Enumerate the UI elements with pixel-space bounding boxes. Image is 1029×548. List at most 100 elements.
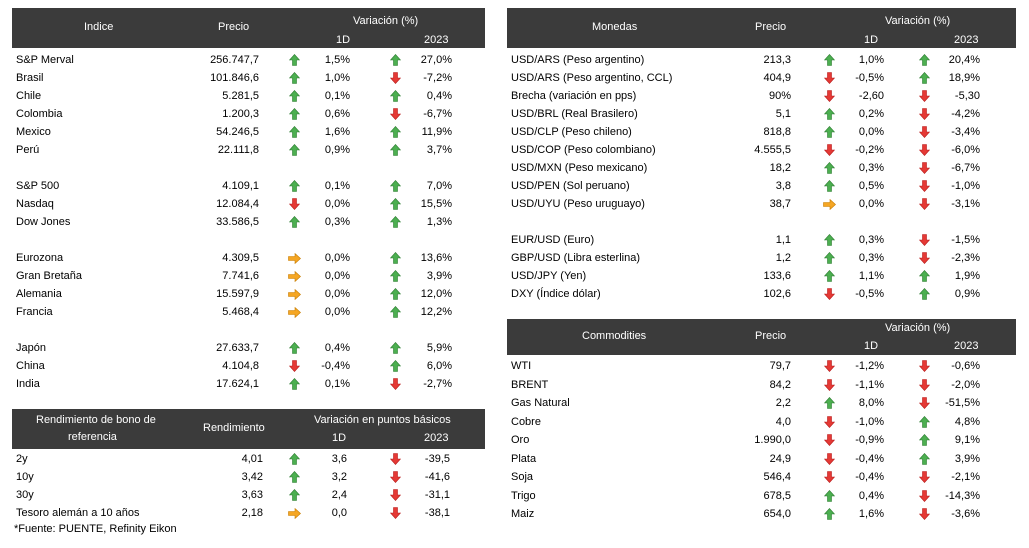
row-value: 546,4: [763, 471, 791, 483]
row-change-ytd: 3,9%: [954, 452, 980, 465]
arrow-up-icon: [917, 431, 931, 449]
commodities-table: Commodities Precio Variación (%) 1D 2023…: [507, 319, 1016, 524]
arrow-right-icon: [822, 195, 836, 213]
row-value: 54.246,5: [216, 126, 259, 138]
arrow-right-icon: [287, 267, 301, 285]
row-value: 84,2: [769, 378, 791, 391]
indices-row: Chile 5.281,5 0,1% 0,4%: [12, 87, 485, 105]
arrow-down-icon: [822, 431, 836, 449]
arrow-down-icon: [917, 394, 931, 412]
arrow-up-icon: [388, 357, 402, 375]
row-name: GBP/USD (Libra esterlina): [511, 252, 640, 264]
arrow-down-icon: [917, 87, 931, 105]
row-change-1d: 0,1%: [324, 180, 350, 192]
row-change-1d: 1,6%: [324, 126, 350, 138]
row-change-ytd: -39,5: [424, 453, 450, 465]
row-change-1d: 0,0%: [324, 306, 350, 318]
row-value: 79,7: [769, 360, 791, 372]
row-value: 2,18: [241, 507, 263, 519]
arrow-up-icon: [287, 141, 301, 159]
currencies-header-name: Monedas: [592, 21, 638, 33]
row-change-1d: 2,4: [331, 489, 347, 501]
row-change-1d: 3,6: [331, 453, 347, 465]
arrow-up-icon: [388, 87, 402, 105]
row-name: Oro: [511, 434, 530, 446]
row-change-1d: 0,4%: [858, 489, 884, 502]
row-change-ytd: -31,1: [424, 489, 450, 501]
arrow-up-icon: [822, 267, 836, 285]
arrow-down-icon: [388, 105, 402, 123]
row-change-ytd: -14,3%: [945, 489, 980, 502]
row-change-1d: -0,5%: [855, 72, 884, 84]
row-name: Gas Natural: [511, 397, 570, 409]
arrow-up-icon: [287, 486, 301, 504]
row-value: 678,5: [763, 489, 791, 502]
row-change-1d: 0,2%: [858, 108, 884, 120]
row-value: 4.309,5: [222, 252, 259, 264]
row-value: 18,2: [769, 162, 791, 174]
arrow-down-icon: [917, 487, 931, 505]
row-change-1d: -1,2%: [855, 360, 884, 372]
arrow-up-icon: [388, 141, 402, 159]
bonds-header-2023: 2023: [424, 432, 449, 444]
arrow-down-icon: [917, 249, 931, 267]
currencies-header-variation: Variación (%): [885, 15, 951, 27]
row-change-1d: 0,1%: [324, 90, 350, 102]
row-change-ytd: 0,9%: [954, 288, 980, 300]
indices-row: Japón 27.633,7 0,4% 5,9%: [12, 339, 485, 357]
indices-header: Indice Precio Variación (%) 1D 2023: [12, 8, 485, 48]
currencies-row: Brecha (variación en pps) 90% -2,60 -5,30: [507, 87, 1016, 105]
row-name: EUR/USD (Euro): [511, 234, 595, 246]
row-value: 1.200,3: [222, 108, 259, 120]
arrow-up-icon: [917, 450, 931, 468]
row-change-ytd: -3,6%: [951, 508, 980, 520]
row-change-ytd: -7,2%: [423, 72, 452, 84]
row-name: Gran Bretaña: [16, 270, 83, 282]
indices-row: Brasil 101.846,6 1,0% -7,2%: [12, 69, 485, 87]
row-name: USD/BRL (Real Brasilero): [511, 108, 638, 120]
indices-header-variation: Variación (%): [353, 15, 419, 27]
footnote: *Fuente: PUENTE, Refinity Eikon: [14, 523, 177, 535]
row-name: USD/CLP (Peso chileno): [511, 126, 632, 138]
row-change-ytd: 12,2%: [420, 306, 452, 318]
arrow-down-icon: [822, 141, 836, 159]
row-value: 1,1: [775, 234, 791, 246]
row-change-1d: -1,0%: [855, 415, 884, 428]
arrow-up-icon: [822, 177, 836, 195]
row-change-1d: -0,5%: [855, 288, 884, 300]
row-name: USD/COP (Peso colombiano): [511, 144, 656, 156]
arrow-up-icon: [388, 285, 402, 303]
currencies-row: USD/CLP (Peso chileno) 818,8 0,0% -3,4%: [507, 123, 1016, 141]
arrow-down-icon: [822, 450, 836, 468]
row-change-ytd: -3,1%: [951, 198, 980, 210]
row-change-1d: 3,2: [331, 471, 347, 483]
bonds-header-yield: Rendimiento: [203, 422, 265, 434]
currencies-row: GBP/USD (Libra esterlina) 1,2 0,3% -2,3%: [507, 249, 1016, 267]
row-name: Francia: [16, 306, 53, 318]
arrow-up-icon: [822, 231, 836, 249]
row-change-ytd: -2,7%: [423, 378, 452, 390]
row-change-1d: 0,3%: [858, 252, 884, 264]
currencies-row: USD/COP (Peso colombiano) 4.555,5 -0,2% -6,…: [507, 141, 1016, 159]
row-value: 1,2: [775, 252, 791, 264]
indices-header-name: Indice: [84, 21, 114, 33]
arrow-down-icon: [287, 357, 301, 375]
row-name: USD/ARS (Peso argentino): [511, 54, 645, 66]
indices-header-1d: 1D: [336, 34, 351, 46]
arrow-right-icon: [287, 504, 301, 522]
row-name: WTI: [511, 360, 532, 372]
row-change-1d: 0,3%: [858, 234, 884, 246]
indices-row: Perú 22.111,8 0,9% 3,7%: [12, 141, 485, 159]
arrow-right-icon: [287, 303, 301, 321]
row-name: Soja: [511, 471, 534, 483]
commodities-header-price: Precio: [755, 330, 787, 342]
row-change-1d: 0,0%: [858, 126, 884, 138]
row-change-ytd: -2,0%: [951, 378, 980, 391]
arrow-down-icon: [917, 141, 931, 159]
row-change-1d: 0,3%: [324, 216, 350, 228]
arrow-up-icon: [388, 267, 402, 285]
arrow-down-icon: [388, 450, 402, 468]
bonds-row: Tesoro alemán a 10 años 2,18 0,0 -38,1: [12, 504, 485, 522]
arrow-up-icon: [287, 213, 301, 231]
row-name: 10y: [16, 471, 34, 483]
